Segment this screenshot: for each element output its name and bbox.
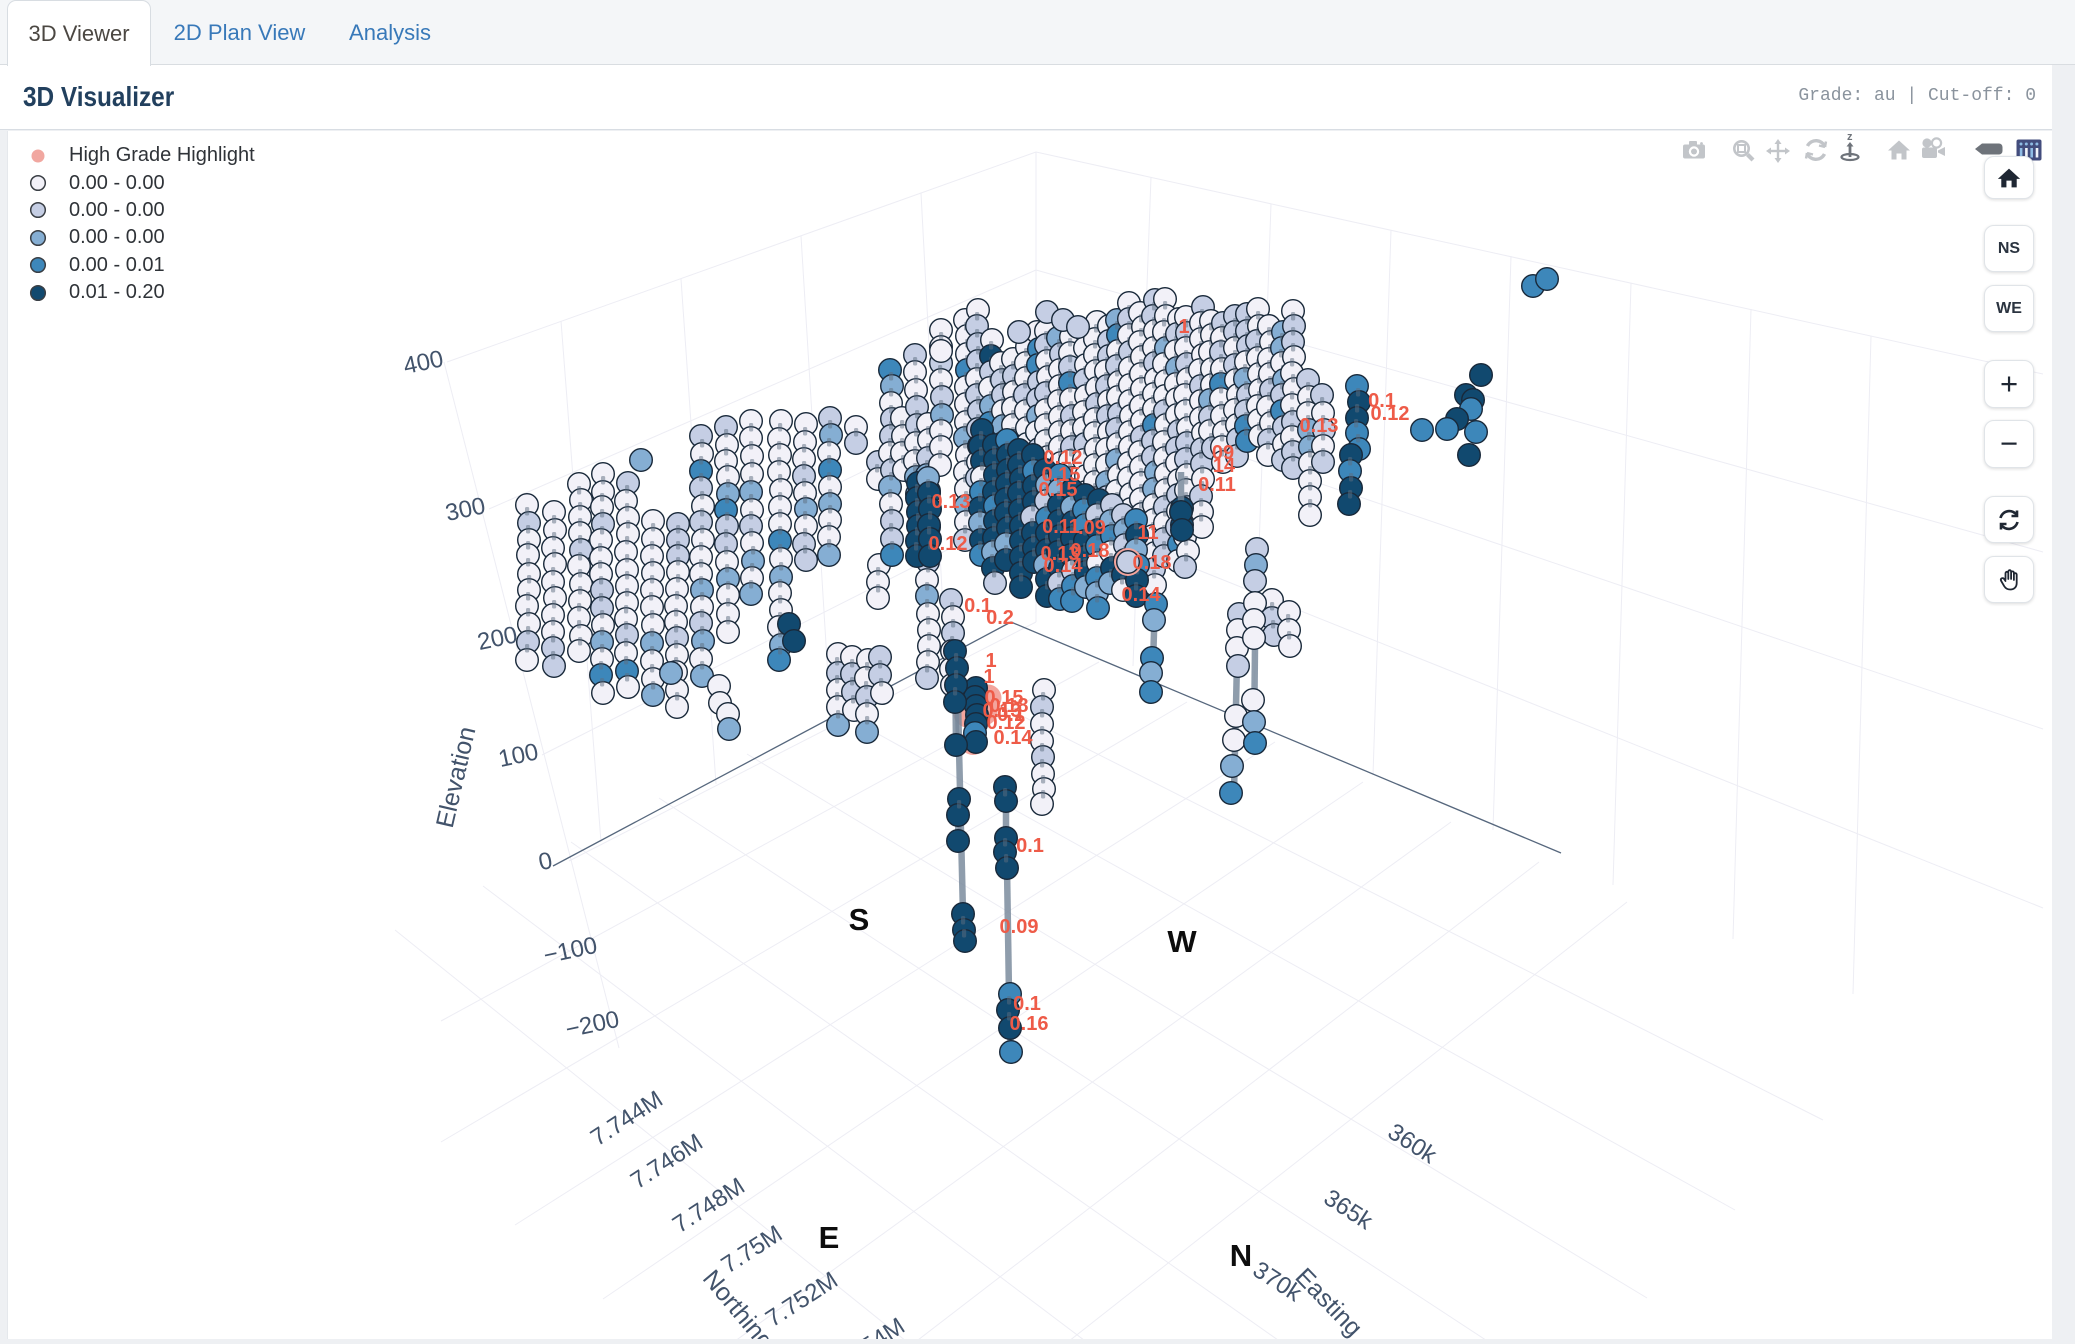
svg-text:0.1: 0.1	[1368, 390, 1396, 412]
svg-text:400: 400	[401, 345, 446, 380]
svg-text:7.752M: 7.752M	[761, 1267, 843, 1333]
svg-text:0.16: 0.16	[1010, 1013, 1049, 1035]
svg-text:.09: .09	[1078, 517, 1106, 539]
svg-text:0.2: 0.2	[986, 607, 1014, 629]
svg-text:14: 14	[1213, 455, 1236, 477]
svg-text:0.15: 0.15	[1042, 464, 1081, 486]
svg-text:0.14: 0.14	[1044, 555, 1084, 577]
svg-text:0: 0	[536, 847, 555, 876]
svg-text:−200: −200	[563, 1006, 621, 1044]
svg-text:7.75M: 7.75M	[717, 1220, 788, 1279]
svg-text:0.15: 0.15	[985, 687, 1024, 709]
svg-text:0.12: 0.12	[1044, 447, 1083, 469]
svg-text:Northing: Northing	[697, 1265, 779, 1339]
svg-text:W: W	[1167, 924, 1197, 959]
svg-text:0.13: 0.13	[1041, 543, 1080, 565]
svg-text:0.12: 0.12	[929, 533, 968, 555]
svg-text:360k: 360k	[1383, 1118, 1442, 1170]
svg-text:Easting: Easting	[1290, 1263, 1368, 1339]
svg-text:09: 09	[1212, 442, 1234, 464]
svg-text:11: 11	[1137, 522, 1158, 544]
svg-text:300: 300	[443, 492, 488, 527]
svg-text:0.18: 0.18	[1071, 540, 1110, 562]
svg-text:0.1: 0.1	[1016, 835, 1044, 857]
svg-text:0.13: 0.13	[983, 700, 1022, 722]
svg-text:Elevation: Elevation	[431, 724, 481, 831]
svg-text:0.1: 0.1	[997, 704, 1025, 726]
svg-text:1: 1	[983, 666, 994, 688]
svg-text:N: N	[1230, 1238, 1252, 1273]
svg-text:200: 200	[475, 621, 520, 656]
svg-text:0.11: 0.11	[1198, 474, 1236, 496]
svg-text:0.13: 0.13	[1300, 415, 1339, 437]
svg-text:S: S	[849, 902, 870, 937]
svg-text:0.14: 0.14	[1122, 584, 1162, 606]
svg-text:0.13: 0.13	[932, 491, 971, 513]
svg-text:0.12: 0.12	[987, 712, 1026, 734]
svg-text:E: E	[819, 1220, 840, 1255]
svg-text:0.18: 0.18	[990, 695, 1029, 717]
svg-text:0.18: 0.18	[1133, 552, 1172, 574]
svg-text:0.1: 0.1	[964, 595, 992, 617]
svg-text:1: 1	[985, 650, 996, 672]
svg-text:7.744M: 7.744M	[586, 1086, 668, 1152]
svg-text:100: 100	[496, 738, 541, 773]
svg-text:0.11: 0.11	[1042, 516, 1080, 538]
svg-text:1: 1	[1178, 316, 1189, 338]
svg-text:0.1: 0.1	[1013, 993, 1041, 1015]
svg-text:0.09: 0.09	[1000, 916, 1039, 938]
svg-text:−100: −100	[541, 932, 599, 970]
svg-text:0.12: 0.12	[1371, 403, 1410, 425]
svg-text:365k: 365k	[1319, 1184, 1378, 1236]
svg-text:7.754M: 7.754M	[828, 1313, 910, 1339]
svg-text:z: z	[1847, 131, 1853, 143]
svg-text:0.15: 0.15	[1039, 479, 1078, 501]
svg-text:7.746M: 7.746M	[626, 1129, 708, 1195]
svg-text:0.14: 0.14	[994, 727, 1034, 749]
